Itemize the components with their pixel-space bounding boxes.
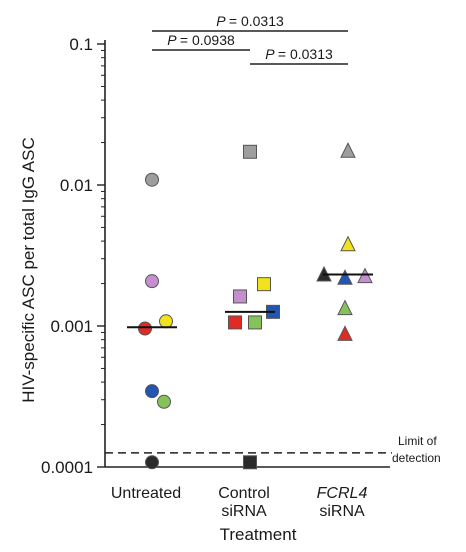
- lod-label-line1: Limit of: [398, 434, 437, 448]
- median-lines: [127, 273, 373, 329]
- data-point-square: [248, 315, 262, 330]
- data-point-circle: [157, 394, 171, 409]
- data-points: [138, 142, 373, 470]
- data-point-square: [228, 315, 242, 330]
- p-value-label: P = 0.0313: [216, 13, 284, 29]
- data-point-triangle: [337, 325, 353, 341]
- data-point-square: [233, 289, 247, 304]
- x-category-label-line1: Untreated: [111, 485, 181, 502]
- lod-label-line2: detection: [392, 451, 441, 465]
- data-point-triangle: [340, 142, 356, 158]
- data-point-circle: [159, 314, 173, 329]
- data-point-triangle: [357, 267, 373, 284]
- x-category-label-line1: FCRL4: [317, 485, 368, 502]
- data-point-triangle: [340, 235, 356, 252]
- data-point-triangle: [337, 299, 353, 316]
- data-point-circle: [145, 172, 159, 187]
- x-category-label-line2: siRNA: [319, 503, 365, 520]
- p-value-label: P = 0.0313: [265, 46, 333, 62]
- data-point-circle: [145, 274, 159, 289]
- y-tick-label: 0.001: [50, 317, 93, 336]
- y-ticks: 0.1 0.01 0.001 0.0001: [41, 35, 105, 477]
- x-axis-title: Treatment: [220, 525, 297, 544]
- data-point-circle: [145, 455, 159, 470]
- y-tick-label: 0.1: [69, 35, 93, 54]
- data-point-square: [243, 455, 257, 470]
- data-point-circle: [145, 384, 159, 399]
- x-category-label-line2: siRNA: [221, 503, 267, 520]
- data-point-square: [257, 277, 271, 292]
- data-point-square: [243, 144, 257, 159]
- p-value-label: P = 0.0938: [167, 32, 235, 48]
- limit-of-detection: Limit of detection: [105, 434, 441, 465]
- x-category-label-line1: Control: [218, 485, 270, 502]
- y-tick-label: 0.01: [60, 176, 93, 195]
- axes: [104, 40, 390, 468]
- data-point-circle: [138, 321, 152, 336]
- significance-brackets: P = 0.0313 P = 0.0938 P = 0.0313: [152, 13, 348, 65]
- y-tick-label: 0.0001: [41, 458, 93, 477]
- y-axis-title: HIV-specific ASC per total IgG ASC: [19, 137, 38, 403]
- data-point-triangle: [337, 269, 353, 285]
